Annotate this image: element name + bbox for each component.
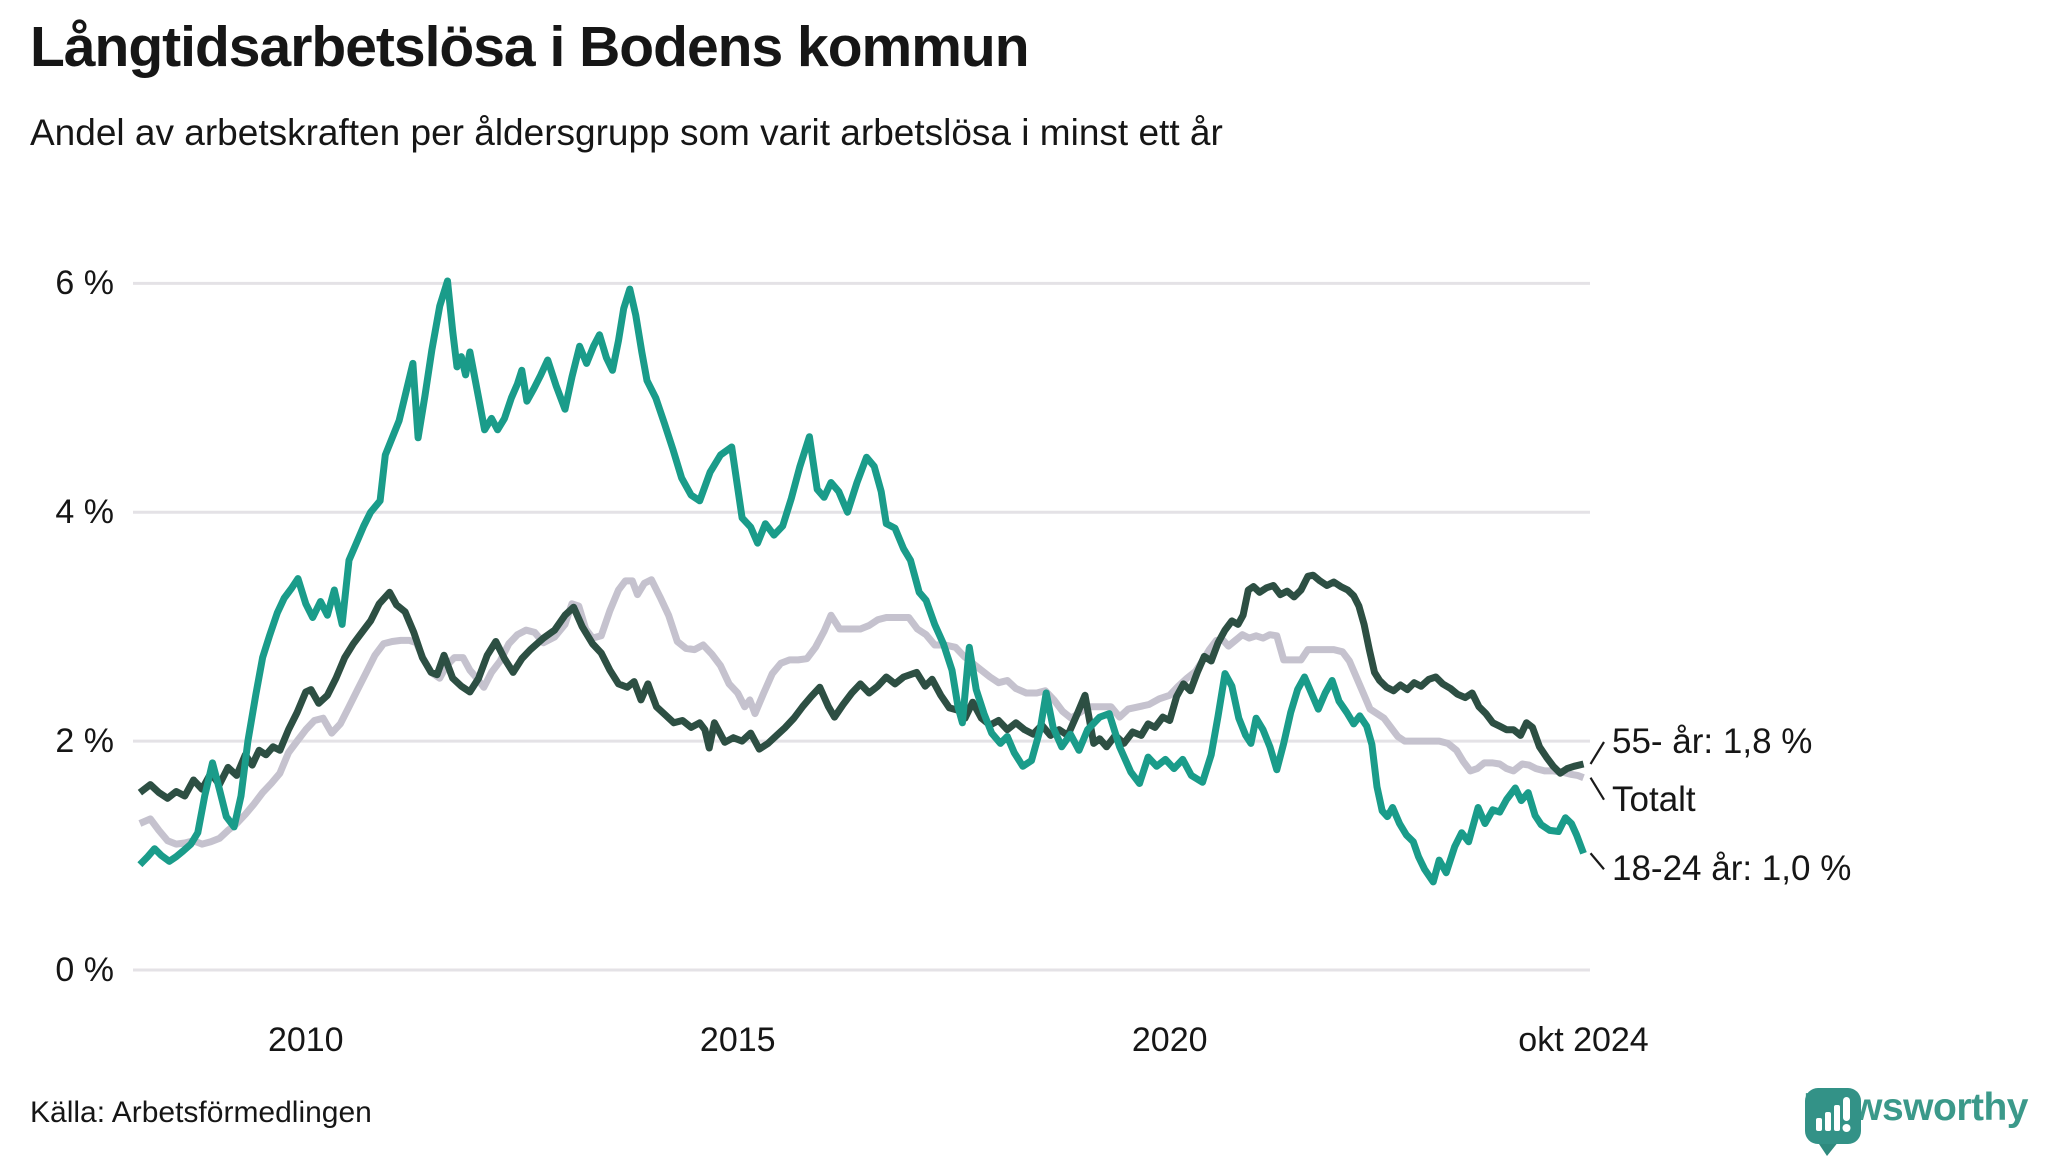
newsworthy-logo: Newsworthy — [1803, 1086, 2028, 1156]
page-title: Långtidsarbetslösa i Bodens kommun — [30, 15, 1030, 79]
series-end-label-18-24-ar: 18-24 år: 1,0 % — [1612, 849, 1852, 889]
y-axis-tick-label-0: 0 % — [55, 951, 114, 989]
y-axis-tick-label-4: 4 % — [55, 493, 114, 532]
y-axis-tick-label-2: 2 % — [55, 722, 114, 761]
chart-subtitle: Andel av arbetskraften per åldersgrupp s… — [30, 112, 1223, 153]
series-end-label-55-ar: 55- år: 1,8 % — [1612, 722, 1813, 761]
x-axis-tick-label-2015: 2015 — [699, 1021, 776, 1059]
x-axis-tick-label-2020: 2020 — [1131, 1021, 1208, 1059]
label-connector-line — [1589, 852, 1605, 870]
x-axis-tick-label-okt-2024: okt 2024 — [1518, 1021, 1649, 1059]
x-axis-tick-label-2010: 2010 — [267, 1021, 344, 1059]
series-line-18-24-r — [137, 277, 1587, 886]
label-connector-line — [1589, 741, 1605, 765]
y-axis-tick-label-6: 6 % — [55, 264, 114, 303]
newsworthy-logo-icon — [1805, 1088, 1862, 1156]
series-end-label-totalt: Totalt — [1612, 779, 1696, 819]
label-connector-line — [1589, 777, 1605, 801]
series-line-totalt — [138, 576, 1585, 848]
series-line-55-r — [137, 571, 1585, 802]
source-attribution: Källa: Arbetsförmedlingen — [30, 1096, 372, 1129]
